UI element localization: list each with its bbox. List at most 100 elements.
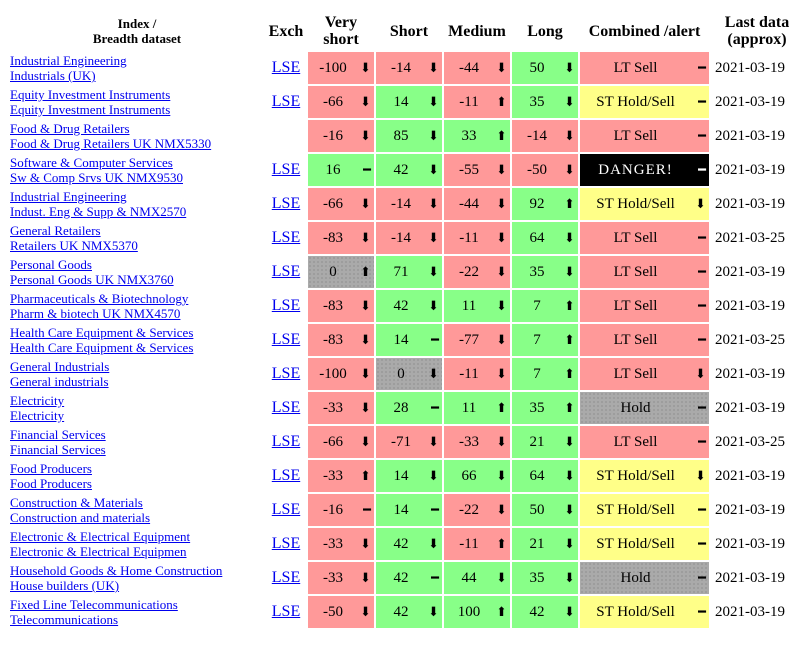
dataset-name-link[interactable]: Equity Investment Instruments bbox=[10, 102, 171, 117]
exch-link[interactable]: LSE bbox=[271, 229, 301, 246]
index-name-link[interactable]: Financial Services bbox=[10, 427, 106, 442]
exch-link[interactable]: LSE bbox=[271, 365, 301, 382]
trend-icon: ⬇ bbox=[428, 468, 439, 483]
trend-icon: ⬇ bbox=[360, 128, 371, 143]
index-cell: Electricity Electricity bbox=[10, 392, 264, 424]
exch-link[interactable]: LSE bbox=[271, 195, 301, 212]
dataset-name-link[interactable]: Retailers UK NMX5370 bbox=[10, 238, 138, 253]
dataset-name-link[interactable]: Health Care Equipment & Services bbox=[10, 340, 194, 355]
medium-value: 11 bbox=[461, 400, 477, 416]
dataset-name-link[interactable]: Sw & Comp Srvs UK NMX9530 bbox=[10, 170, 183, 185]
dataset-name-link[interactable]: General industrials bbox=[10, 374, 109, 389]
dataset-name-link[interactable]: Telecommunications bbox=[10, 612, 119, 627]
trend-icon: ⬇ bbox=[496, 264, 507, 279]
exch-link[interactable]: LSE bbox=[271, 569, 301, 586]
long-cell: 21 ⬇ bbox=[512, 426, 578, 458]
combined-alert-cell: LT Sell ━ bbox=[580, 290, 709, 322]
index-name-link[interactable]: Health Care Equipment & Services bbox=[10, 325, 194, 340]
index-name-link[interactable]: Pharmaceuticals & Biotechnology bbox=[10, 291, 189, 306]
exch-cell: LSE bbox=[266, 494, 306, 526]
medium-value: -11 bbox=[459, 94, 479, 110]
trend-icon: ⬇ bbox=[695, 196, 706, 211]
long-value: 7 bbox=[533, 332, 541, 348]
dataset-name-link[interactable]: Construction and materials bbox=[10, 510, 151, 525]
trend-icon: ⬇ bbox=[496, 196, 507, 211]
index-cell: Industrial Engineering Indust. Eng & Supp… bbox=[10, 188, 264, 220]
long-value: 35 bbox=[529, 264, 545, 280]
exch-link[interactable]: LSE bbox=[271, 433, 301, 450]
dataset-name-link[interactable]: Food Producers bbox=[10, 476, 92, 491]
combined-alert-label: DANGER! bbox=[598, 162, 673, 178]
exch-cell bbox=[266, 120, 306, 152]
very-short-value: -100 bbox=[319, 60, 347, 76]
exch-link[interactable]: LSE bbox=[271, 263, 301, 280]
trend-icon: ━ bbox=[698, 332, 706, 347]
short-value: 14 bbox=[393, 94, 409, 110]
exch-link[interactable]: LSE bbox=[271, 501, 301, 518]
header-long: Long bbox=[527, 22, 563, 40]
exch-link[interactable]: LSE bbox=[271, 535, 301, 552]
index-name-link[interactable]: Equity Investment Instruments bbox=[10, 87, 171, 102]
index-name-link[interactable]: Industrial Engineering bbox=[10, 53, 127, 68]
dataset-name-link[interactable]: Personal Goods UK NMX3760 bbox=[10, 272, 174, 287]
short-value: -14 bbox=[391, 196, 411, 212]
trend-icon: ⬇ bbox=[564, 94, 575, 109]
exch-link[interactable]: LSE bbox=[271, 467, 301, 484]
dataset-name-link[interactable]: Indust. Eng & Supp & NMX2570 bbox=[10, 204, 187, 219]
last-data-date: 2021-03-25 bbox=[715, 229, 785, 246]
index-name-link[interactable]: Construction & Materials bbox=[10, 495, 143, 510]
index-name-link[interactable]: Household Goods & Home Construction bbox=[10, 563, 223, 578]
last-data-date: 2021-03-25 bbox=[715, 331, 785, 348]
combined-alert-label: Hold bbox=[620, 570, 651, 586]
index-name-link[interactable]: Food Producers bbox=[10, 461, 92, 476]
last-data-date: 2021-03-19 bbox=[715, 297, 785, 314]
medium-value: -44 bbox=[459, 60, 479, 76]
exch-cell: LSE bbox=[266, 324, 306, 356]
index-name-link[interactable]: General Retailers bbox=[10, 223, 101, 238]
dataset-name-link[interactable]: Electricity bbox=[10, 408, 65, 423]
exch-link[interactable]: LSE bbox=[271, 161, 301, 178]
dataset-name-link[interactable]: Food & Drug Retailers UK NMX5330 bbox=[10, 136, 212, 151]
exch-link[interactable]: LSE bbox=[271, 59, 301, 76]
dataset-name-link[interactable]: Pharm & biotech UK NMX4570 bbox=[10, 306, 181, 321]
trend-icon: ⬆ bbox=[360, 264, 371, 279]
trend-icon: ━ bbox=[698, 264, 706, 279]
trend-icon: ⬇ bbox=[360, 536, 371, 551]
index-name-link[interactable]: Fixed Line Telecommunications bbox=[10, 597, 178, 612]
combined-alert-label: LT Sell bbox=[613, 230, 658, 246]
exch-link[interactable]: LSE bbox=[271, 93, 301, 110]
index-name-link[interactable]: Electronic & Electrical Equipment bbox=[10, 529, 191, 544]
index-name-link[interactable]: Industrial Engineering bbox=[10, 189, 127, 204]
exch-link[interactable]: LSE bbox=[271, 297, 301, 314]
combined-alert-label: LT Sell bbox=[613, 60, 658, 76]
index-name-link[interactable]: Personal Goods bbox=[10, 257, 92, 272]
long-cell: 42 ⬇ bbox=[512, 596, 578, 628]
index-name-link[interactable]: Food & Drug Retailers bbox=[10, 121, 130, 136]
short-value: 42 bbox=[393, 604, 409, 620]
index-name-link[interactable]: General Industrials bbox=[10, 359, 110, 374]
dataset-name-link[interactable]: Electronic & Electrical Equipmen bbox=[10, 544, 187, 559]
dataset-name-link[interactable]: Industrials (UK) bbox=[10, 68, 96, 83]
combined-alert-label: ST Hold/Sell bbox=[596, 536, 675, 552]
exch-link[interactable]: LSE bbox=[271, 603, 301, 620]
long-cell: 35 ⬇ bbox=[512, 562, 578, 594]
dataset-name-link[interactable]: House builders (UK) bbox=[10, 578, 120, 593]
short-value: 14 bbox=[393, 502, 409, 518]
index-name-link[interactable]: Electricity bbox=[10, 393, 65, 408]
exch-link[interactable]: LSE bbox=[271, 399, 301, 416]
exch-cell: LSE bbox=[266, 460, 306, 492]
table-row: Industrial Engineering Industrials (UK) LS… bbox=[10, 52, 803, 84]
very-short-value: 0 bbox=[329, 264, 337, 280]
short-value: -14 bbox=[391, 60, 411, 76]
index-cell: Personal Goods Personal Goods UK NMX3760 bbox=[10, 256, 264, 288]
index-name-link[interactable]: Software & Computer Services bbox=[10, 155, 173, 170]
long-cell: 35 ⬆ bbox=[512, 392, 578, 424]
very-short-value: -33 bbox=[323, 536, 343, 552]
short-cell: 0 ⬇ bbox=[376, 358, 442, 390]
last-data-date: 2021-03-19 bbox=[715, 501, 785, 518]
combined-alert-cell: LT Sell ━ bbox=[580, 256, 709, 288]
exch-link[interactable]: LSE bbox=[271, 331, 301, 348]
short-value: 42 bbox=[393, 298, 409, 314]
dataset-name-link[interactable]: Financial Services bbox=[10, 442, 106, 457]
very-short-value: -33 bbox=[323, 468, 343, 484]
